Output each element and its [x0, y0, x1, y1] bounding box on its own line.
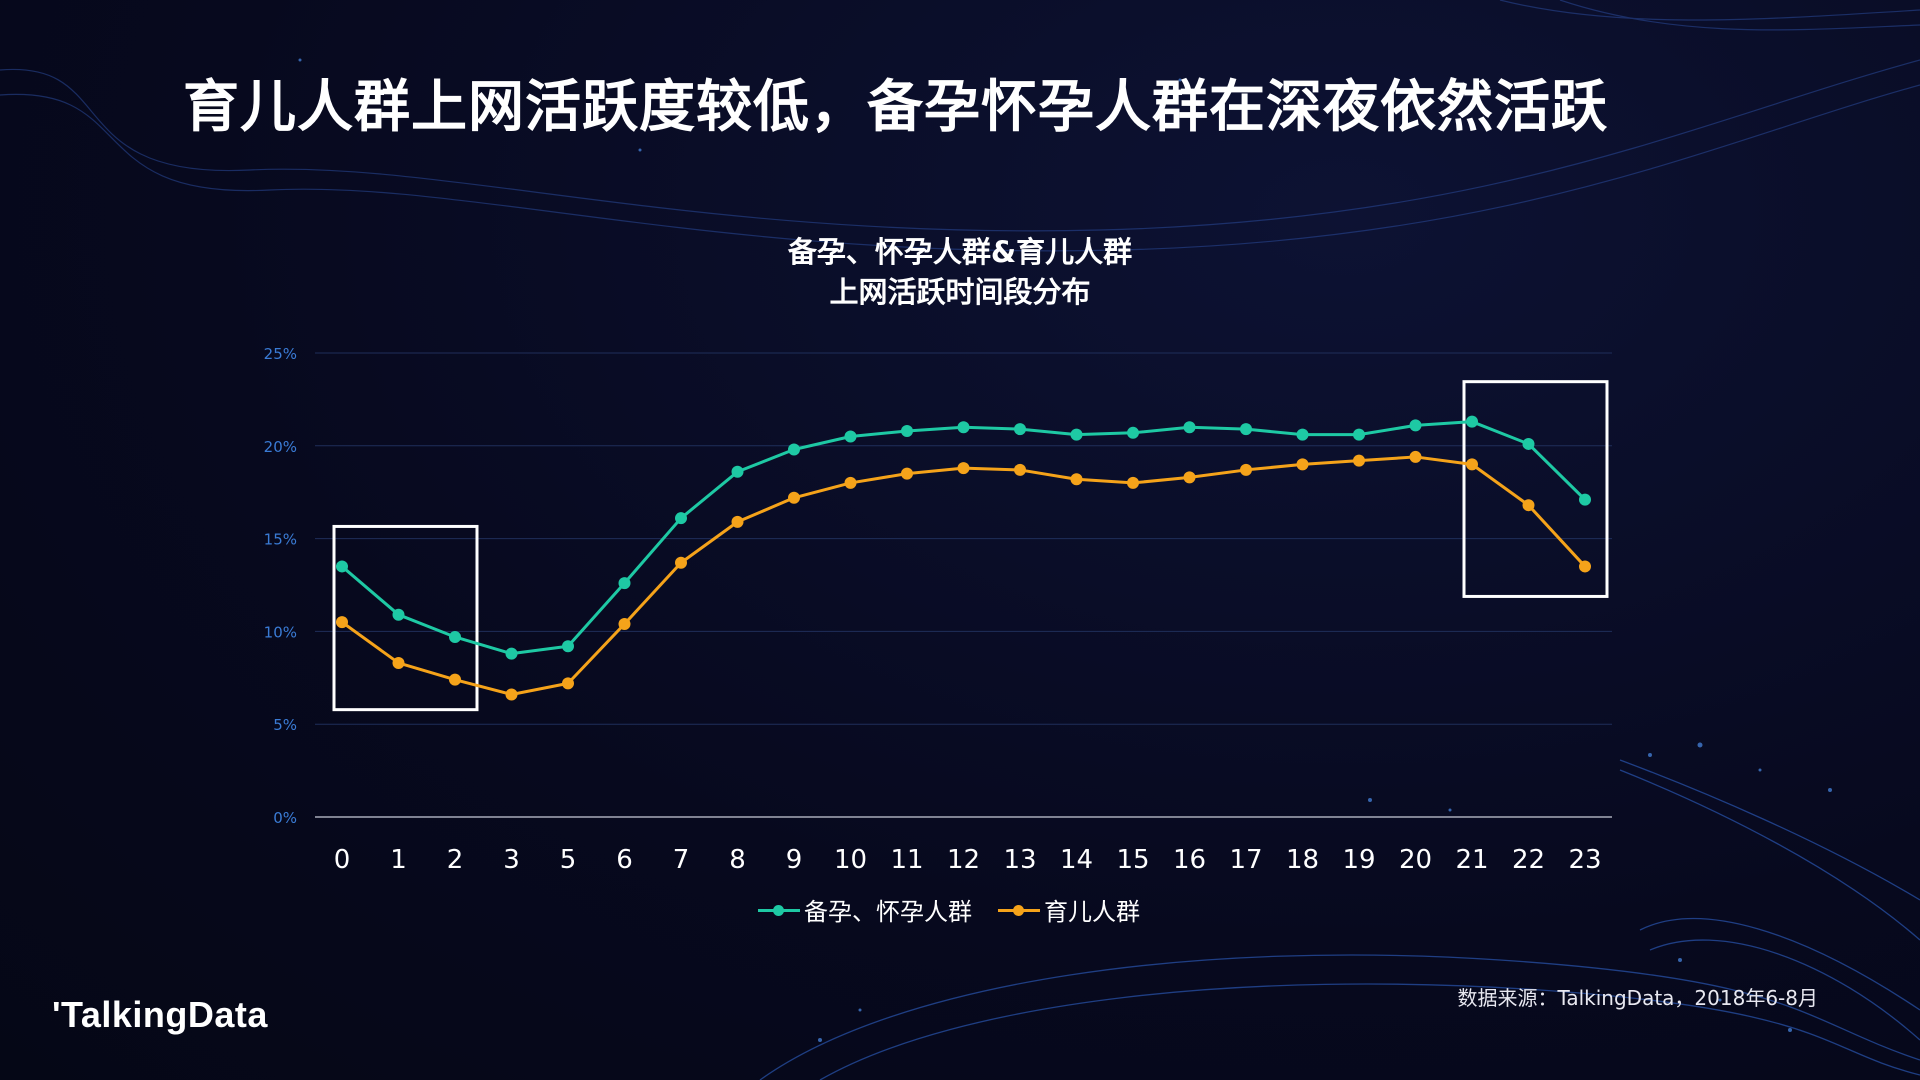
data-point [562, 640, 574, 653]
data-point [1353, 428, 1365, 441]
x-tick-label: 1 [390, 845, 407, 875]
legend-label-pregnancy: 备孕、怀孕人群 [804, 898, 972, 926]
data-point [1127, 476, 1139, 489]
legend-swatch-pregnancy [758, 903, 800, 917]
data-point [1579, 493, 1591, 506]
data-point [844, 476, 857, 489]
x-tick-label: 15 [1116, 845, 1149, 875]
x-tick-label: 7 [673, 845, 690, 875]
x-tick-label: 16 [1173, 845, 1206, 875]
x-tick-label: 20 [1399, 845, 1432, 875]
x-tick-label: 22 [1512, 845, 1545, 875]
data-point [1183, 471, 1196, 484]
series-line-0 [341, 420, 1587, 656]
data-point [731, 465, 744, 478]
data-point [1070, 473, 1083, 486]
data-point [1183, 421, 1196, 434]
y-tick-label: 10% [264, 623, 297, 641]
data-point [336, 560, 348, 573]
x-tick-label: 14 [1060, 845, 1093, 875]
data-point [392, 656, 405, 669]
data-point [1466, 415, 1478, 428]
legend-label-parenting: 育儿人群 [1044, 898, 1140, 926]
data-point [957, 462, 970, 475]
x-tick-label: 10 [834, 845, 867, 875]
x-tick-label: 18 [1286, 845, 1319, 875]
y-tick-label: 0% [273, 809, 297, 827]
x-tick-label: 13 [1003, 845, 1036, 875]
data-point [1409, 419, 1422, 432]
data-point [392, 608, 405, 621]
data-point [901, 424, 913, 437]
data-point [1409, 450, 1422, 463]
talkingdata-logo: 'TalkingData [52, 994, 268, 1035]
data-point [957, 421, 970, 434]
legend-item-pregnancy: 备孕、怀孕人群 [758, 892, 972, 927]
data-point [1522, 437, 1535, 450]
x-tick-label: 0 [334, 845, 351, 875]
x-tick-label: 2 [447, 845, 464, 875]
chart-title: 备孕、怀孕人群&育儿人群 上网活跃时间段分布 [660, 232, 1260, 312]
x-tick-label: 9 [786, 845, 803, 875]
data-point [1240, 463, 1252, 476]
legend-swatch-parenting [998, 903, 1040, 917]
highlight-box [332, 524, 479, 712]
data-point [336, 616, 348, 629]
data-point [1014, 423, 1026, 436]
data-point [675, 512, 687, 525]
data-point [618, 617, 631, 630]
data-point [1296, 428, 1309, 441]
x-tick-label: 12 [947, 845, 980, 875]
data-point [788, 491, 800, 504]
data-point [788, 443, 800, 456]
chart-title-line-1: 备孕、怀孕人群&育儿人群 [787, 235, 1133, 269]
x-tick-label: 8 [729, 845, 746, 875]
data-point [1353, 454, 1365, 467]
data-point [1127, 426, 1139, 439]
data-point [505, 647, 518, 660]
data-point [731, 515, 744, 528]
data-point [1070, 428, 1083, 441]
data-point [449, 673, 461, 686]
data-point [901, 467, 913, 480]
data-point [1296, 458, 1309, 471]
data-point [1579, 560, 1591, 573]
highlight-box [1462, 380, 1609, 598]
data-point [449, 630, 461, 643]
y-tick-label: 20% [264, 438, 297, 456]
y-tick-label: 5% [273, 716, 297, 734]
data-point [1466, 458, 1478, 471]
data-point [562, 677, 574, 690]
series-line-1 [341, 455, 1587, 697]
data-point [1522, 499, 1535, 512]
x-tick-label: 23 [1568, 845, 1601, 875]
data-point [1014, 463, 1026, 476]
x-tick-label: 19 [1342, 845, 1375, 875]
x-tick-label: 11 [890, 845, 923, 875]
x-tick-label: 17 [1229, 845, 1262, 875]
x-tick-label: 3 [503, 845, 520, 875]
data-point [844, 430, 857, 443]
data-point [1240, 423, 1252, 436]
data-source-note: 数据来源：TalkingData，2018年6-8月 [1457, 986, 1818, 1010]
x-tick-label: 6 [616, 845, 633, 875]
data-point [675, 556, 687, 569]
legend-item-parenting: 育儿人群 [998, 892, 1140, 927]
y-tick-label: 15% [264, 531, 297, 549]
chart-legend: 备孕、怀孕人群 育儿人群 [758, 892, 1140, 927]
chart-title-line-2: 上网活跃时间段分布 [829, 275, 1091, 309]
data-point [505, 688, 518, 701]
x-tick-label: 5 [560, 845, 577, 875]
y-tick-label: 25% [264, 345, 297, 363]
slide-headline: 育儿人群上网活跃度较低，备孕怀孕人群在深夜依然活跃 [183, 75, 1608, 140]
x-tick-label: 21 [1455, 845, 1488, 875]
data-point [618, 577, 631, 590]
